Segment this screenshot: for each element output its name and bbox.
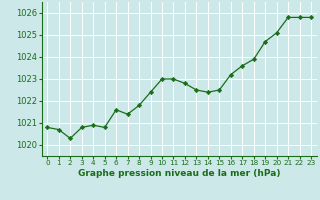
X-axis label: Graphe pression niveau de la mer (hPa): Graphe pression niveau de la mer (hPa) — [78, 169, 280, 178]
